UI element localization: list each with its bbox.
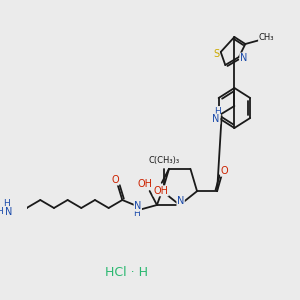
Text: C(CH₃)₃: C(CH₃)₃	[149, 157, 180, 166]
Text: N: N	[134, 201, 142, 211]
Text: H: H	[214, 106, 220, 116]
Text: OH: OH	[153, 186, 168, 196]
Text: N: N	[240, 53, 247, 63]
Text: H: H	[134, 209, 140, 218]
Text: N: N	[5, 207, 12, 217]
Text: O: O	[220, 166, 228, 176]
Text: N: N	[177, 196, 184, 206]
Text: H: H	[0, 208, 3, 217]
Text: CH₃: CH₃	[259, 34, 274, 43]
Text: OH: OH	[138, 179, 153, 189]
Text: H: H	[3, 199, 10, 208]
Text: HCl · H: HCl · H	[105, 266, 148, 278]
Text: O: O	[111, 175, 119, 185]
Text: S: S	[213, 49, 219, 59]
Text: N: N	[212, 114, 220, 124]
